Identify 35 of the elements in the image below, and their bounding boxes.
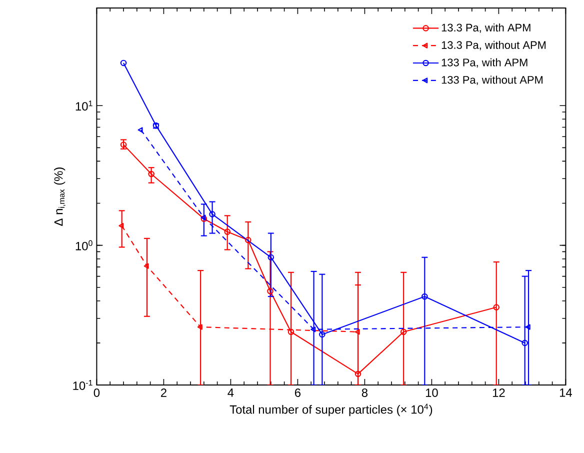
point xyxy=(118,222,124,229)
point xyxy=(209,211,216,218)
x-axis-title: Total number of super particles (× 10$^{4}$) xyxy=(230,404,432,416)
legend-label: 133 Pa, with APM xyxy=(442,58,528,68)
point xyxy=(354,329,360,335)
point xyxy=(138,127,143,133)
legend-label: 13.3 Pa, with APM xyxy=(442,23,530,33)
y-axis-title: Δ n$_{i,max}$ (%) xyxy=(54,168,66,226)
point xyxy=(224,228,230,235)
point xyxy=(268,254,274,260)
point xyxy=(422,293,428,300)
x-tick-label: 12 xyxy=(492,388,505,397)
x-tick-label: 0 xyxy=(94,388,100,397)
y-tick-label: 10$^{1}$ xyxy=(76,100,92,111)
x-tick-label: 4 xyxy=(228,388,234,397)
point xyxy=(148,170,154,178)
point xyxy=(197,324,202,330)
point xyxy=(525,324,530,330)
x-tick-label: 8 xyxy=(362,388,368,397)
point xyxy=(354,370,362,378)
point xyxy=(144,263,149,269)
legend-label: 133 Pa, without APM xyxy=(442,76,542,86)
legend-label: 13.3 Pa, without APM xyxy=(442,40,546,50)
point xyxy=(319,331,326,338)
point xyxy=(244,236,252,244)
point xyxy=(400,328,407,336)
x-tick-label: 2 xyxy=(160,388,166,397)
point xyxy=(267,288,274,294)
y-tick-label: 10$^{-1}$ xyxy=(73,380,92,390)
point xyxy=(288,328,294,336)
x-tick-label: 6 xyxy=(294,388,301,397)
y-tick-label: 10$^{0}$ xyxy=(76,240,92,250)
point xyxy=(310,326,316,332)
x-tick-label: 10 xyxy=(426,388,438,397)
x-tick-label: 14 xyxy=(560,388,572,397)
